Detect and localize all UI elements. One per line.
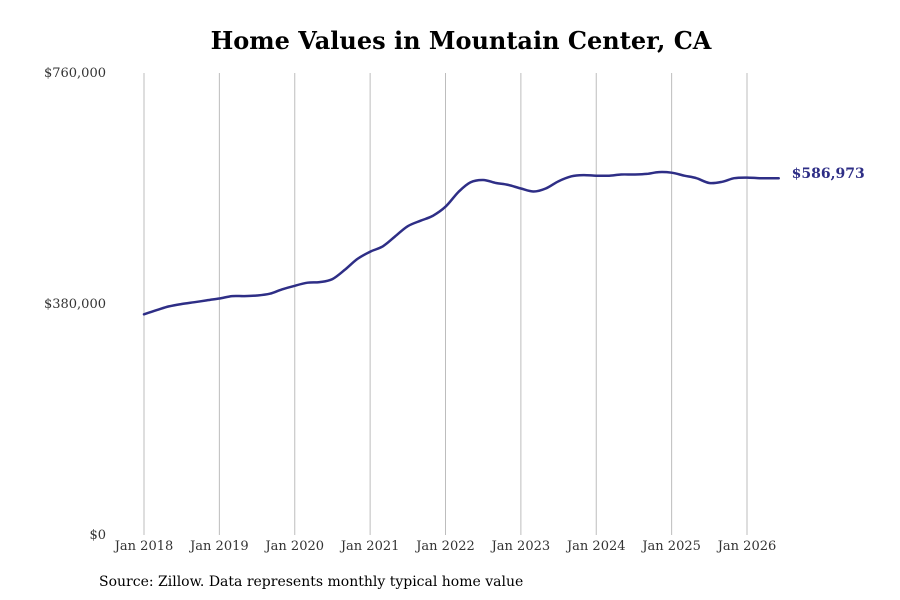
source-note: Source: Zillow. Data represents monthly … xyxy=(99,574,524,590)
x-tick-label: Jan 2018 xyxy=(113,539,174,554)
chart-title: Home Values in Mountain Center, CA xyxy=(210,26,712,55)
end-value-label: $586,973 xyxy=(792,166,865,182)
y-tick-label: $0 xyxy=(89,528,106,543)
x-tick-label: Jan 2019 xyxy=(188,539,249,554)
gridlines xyxy=(143,73,748,535)
x-tick-label: Jan 2023 xyxy=(490,539,551,554)
x-tick-label: Jan 2021 xyxy=(339,539,400,554)
x-axis-ticks: Jan 2018 Jan 2019 Jan 2020 Jan 2021 Jan 2022… xyxy=(113,539,777,554)
x-tick-label: Jan 2022 xyxy=(414,539,475,554)
y-axis-ticks: $0 $380,000 $760,000 xyxy=(44,66,106,543)
series-line xyxy=(142,170,780,316)
x-tick-label: Jan 2026 xyxy=(716,539,777,554)
y-tick-label: $380,000 xyxy=(44,297,106,312)
x-tick-label: Jan 2024 xyxy=(565,539,626,554)
y-tick-label: $760,000 xyxy=(44,66,106,81)
x-tick-label: Jan 2020 xyxy=(263,539,324,554)
x-tick-label: Jan 2025 xyxy=(640,539,701,554)
